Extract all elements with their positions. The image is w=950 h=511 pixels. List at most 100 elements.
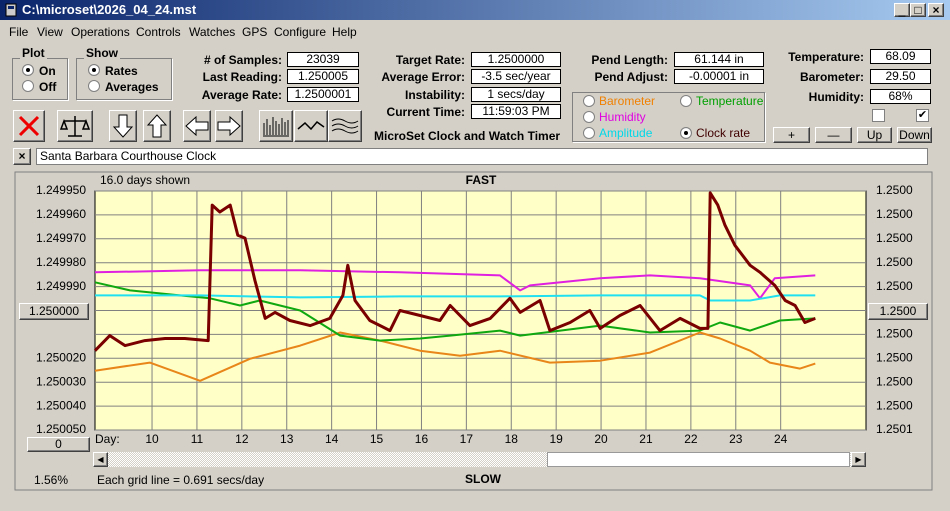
reading-label: Pend Length: <box>591 53 668 67</box>
adjust-button[interactable]: + <box>773 127 810 143</box>
y2-tick-label: 1.2501 <box>876 422 913 436</box>
reading-label: Temperature: <box>788 50 864 64</box>
selector-label: Amplitude <box>599 126 653 140</box>
x-tick-label: 11 <box>191 432 204 446</box>
days-shown: 16.0 days shown <box>100 173 190 187</box>
adjust-button[interactable]: — <box>815 127 852 143</box>
reading-value: 1.2500000 <box>471 52 561 67</box>
x-tick-label: 20 <box>594 432 608 446</box>
scrollbar-thumb[interactable] <box>547 452 850 467</box>
reading-value: 11:59:03 PM <box>471 104 561 119</box>
x-tick-label: 18 <box>505 432 519 446</box>
bars-view-button[interactable] <box>259 110 293 142</box>
reading-value: 68.09 <box>870 49 931 64</box>
y-tick-label: 1.249960 <box>36 207 86 221</box>
radio-button[interactable] <box>22 80 34 92</box>
x-tick-label: 16 <box>415 432 429 446</box>
right-button[interactable] <box>215 110 243 142</box>
group-title: Show <box>84 46 120 60</box>
radio-button[interactable] <box>680 95 692 107</box>
reading-label: Average Error: <box>381 70 465 84</box>
selector-label: Temperature <box>696 94 764 108</box>
scroll-left-button[interactable]: ◀ <box>93 452 108 467</box>
radio-button[interactable] <box>583 95 595 107</box>
menu-item[interactable]: Operations <box>71 25 130 39</box>
menu-item[interactable]: Watches <box>189 25 236 39</box>
x-tick-label: 12 <box>235 432 249 446</box>
reading-value: 1.2500001 <box>287 87 359 102</box>
scroll-right-button[interactable]: ▶ <box>851 452 866 467</box>
radio-button[interactable] <box>583 111 595 123</box>
x-tick-label: 13 <box>280 432 294 446</box>
radio-label: Averages <box>105 80 159 94</box>
reading-value: 23039 <box>287 52 359 67</box>
radio-button[interactable] <box>22 64 34 76</box>
reading-label: Humidity: <box>808 90 864 104</box>
left-button[interactable] <box>183 110 211 142</box>
app-icon <box>5 3 17 17</box>
menu-item[interactable]: File <box>9 25 29 39</box>
top-label: FAST <box>466 173 497 187</box>
up-button[interactable] <box>143 110 171 142</box>
checkbox[interactable] <box>872 109 885 122</box>
series-line <box>93 191 816 352</box>
y-tick-label: 1.250040 <box>36 398 86 412</box>
clock-name-field[interactable]: Santa Barbara Courthouse Clock <box>36 148 928 165</box>
app-title: MicroSet Clock and Watch Timer <box>374 129 561 143</box>
y-tick-label: 1.250030 <box>36 374 86 388</box>
x-tick-label: 24 <box>774 432 788 446</box>
radio-button[interactable] <box>583 127 595 139</box>
checkbox[interactable]: ✔ <box>916 109 929 122</box>
reading-label: Current Time: <box>386 105 465 119</box>
radio-button[interactable] <box>88 80 100 92</box>
minimize-button[interactable]: _ <box>894 3 910 17</box>
menu-item[interactable]: View <box>37 25 63 39</box>
reading-value: 1.250005 <box>287 69 359 84</box>
y2-tick-label: 1.2500 <box>876 207 913 221</box>
y-tick-label: 1.249990 <box>36 279 86 293</box>
stop-button[interactable] <box>13 110 45 142</box>
y-tick-label: 1.250020 <box>36 350 86 364</box>
maximize-button[interactable]: □ <box>910 3 926 17</box>
y2-tick-label: 1.2500 <box>876 231 913 245</box>
series-line <box>94 281 816 342</box>
clear-name-button[interactable]: × <box>13 148 31 165</box>
reading-value: 68% <box>870 89 931 104</box>
line-view-button[interactable] <box>294 110 328 142</box>
y-tick-label[interactable]: 1.250000 <box>19 302 89 320</box>
y2-tick-label: 1.2500 <box>876 327 913 341</box>
show-group-box <box>76 58 172 100</box>
x-tick-label: 19 <box>549 432 563 446</box>
adjust-button[interactable]: Down <box>897 127 932 143</box>
radio-button[interactable] <box>88 64 100 76</box>
scale-button[interactable] <box>57 110 93 142</box>
radio-label: Off <box>39 80 57 94</box>
menu-item[interactable]: Controls <box>136 25 181 39</box>
reading-label: Pend Adjust: <box>594 70 668 84</box>
plot-selector-box <box>572 92 765 142</box>
y2-tick-label: 1.2500 <box>876 279 913 293</box>
adjust-button[interactable]: Up <box>857 127 892 143</box>
x-tick-label: 22 <box>684 432 698 446</box>
reading-value: 61.144 in <box>674 52 764 67</box>
menu-item[interactable]: Configure <box>274 25 327 39</box>
grid-note: Each grid line = 0.691 secs/day <box>97 473 265 487</box>
radio-button[interactable] <box>680 127 692 139</box>
menu-item[interactable]: Help <box>332 25 357 39</box>
y-tick-label: 1.249950 <box>36 183 86 197</box>
down-button[interactable] <box>109 110 137 142</box>
y-tick-label: 1.249980 <box>36 255 86 269</box>
radio-label: On <box>39 64 56 78</box>
selector-label: Humidity <box>599 110 646 124</box>
close-button[interactable]: × <box>928 3 944 17</box>
y2-tick-label[interactable]: 1.2500 <box>868 302 928 320</box>
multi-line-view-button[interactable] <box>328 110 362 142</box>
menu-item[interactable]: GPS <box>242 25 268 39</box>
radio-label: Rates <box>105 64 138 78</box>
zoom-button[interactable]: 0 <box>27 437 90 452</box>
reading-value: 1 secs/day <box>471 87 561 102</box>
x-tick-label: 14 <box>325 432 339 446</box>
selector-label: Clock rate <box>696 126 751 140</box>
selector-label: Barometer <box>599 94 656 108</box>
